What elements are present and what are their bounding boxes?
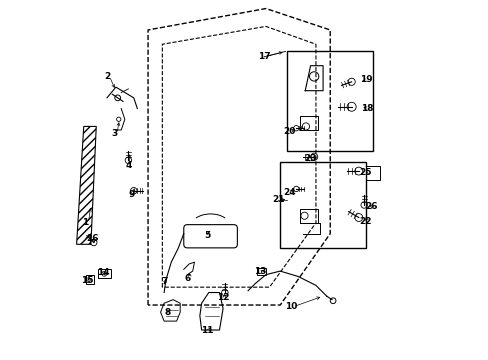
Text: 14: 14 [97, 268, 109, 277]
Text: 13: 13 [254, 267, 266, 276]
Bar [257, 267, 265, 275]
Text: 17: 17 [257, 52, 270, 61]
Text: 19: 19 [359, 76, 371, 85]
Bar [287, 51, 372, 152]
Text: 3: 3 [111, 129, 117, 138]
Text: 5: 5 [203, 231, 210, 240]
Text: 26: 26 [365, 202, 377, 211]
Text: 6: 6 [184, 274, 190, 283]
Text: 8: 8 [164, 308, 170, 317]
FancyBboxPatch shape [183, 225, 237, 248]
Text: 20: 20 [283, 127, 295, 136]
Bar [98, 269, 110, 278]
Text: 9: 9 [128, 190, 135, 199]
Bar [280, 162, 365, 248]
Text: 24: 24 [282, 188, 295, 197]
Text: 7: 7 [161, 277, 167, 286]
Text: 1: 1 [82, 219, 88, 228]
Text: 16: 16 [86, 234, 99, 243]
Text: 11: 11 [201, 325, 213, 334]
Text: 18: 18 [361, 104, 373, 113]
Text: 22: 22 [359, 217, 371, 226]
Text: 15: 15 [81, 275, 93, 284]
Text: 2: 2 [103, 72, 110, 81]
Text: 10: 10 [284, 302, 297, 311]
Bar [365, 166, 380, 180]
Text: 4: 4 [125, 161, 131, 170]
Text: 25: 25 [359, 168, 371, 177]
Text: 21: 21 [272, 195, 284, 204]
Text: 12: 12 [216, 293, 229, 302]
Text: 23: 23 [304, 154, 316, 163]
